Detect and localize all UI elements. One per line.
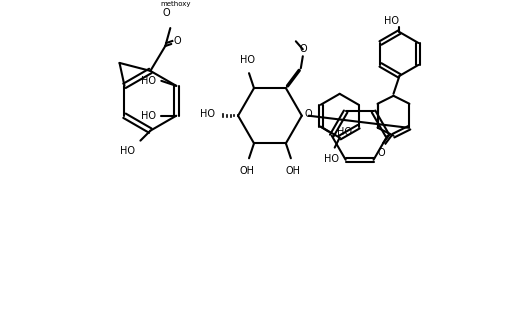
- Text: HO: HO: [337, 127, 352, 137]
- Text: OH: OH: [285, 166, 300, 176]
- Text: methoxy: methoxy: [160, 1, 191, 7]
- Text: O: O: [305, 109, 312, 119]
- Text: O: O: [173, 36, 181, 46]
- Text: OH: OH: [239, 166, 255, 176]
- Text: HO: HO: [200, 109, 215, 119]
- Text: HO: HO: [121, 146, 135, 156]
- Text: O: O: [299, 44, 307, 54]
- Text: HO: HO: [141, 76, 156, 86]
- Text: O: O: [163, 8, 170, 18]
- Text: HO: HO: [324, 153, 339, 164]
- Text: HO: HO: [141, 111, 156, 121]
- Text: HO: HO: [384, 16, 399, 26]
- Text: HO: HO: [239, 55, 255, 65]
- Text: O: O: [378, 148, 385, 157]
